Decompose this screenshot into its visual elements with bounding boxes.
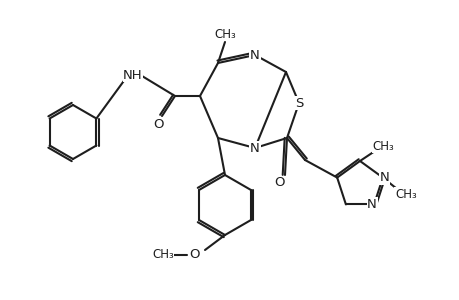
Text: O: O: [153, 118, 164, 130]
Text: CH₃: CH₃: [152, 248, 174, 262]
Text: CH₃: CH₃: [371, 140, 393, 152]
Text: N: N: [379, 171, 389, 184]
Text: NH: NH: [123, 68, 142, 82]
Text: S: S: [294, 97, 302, 110]
Text: O: O: [190, 248, 200, 262]
Text: N: N: [250, 142, 259, 154]
Text: O: O: [274, 176, 285, 190]
Text: CH₃: CH₃: [394, 188, 416, 201]
Text: CH₃: CH₃: [213, 28, 235, 40]
Text: N: N: [366, 198, 376, 211]
Text: N: N: [250, 49, 259, 62]
